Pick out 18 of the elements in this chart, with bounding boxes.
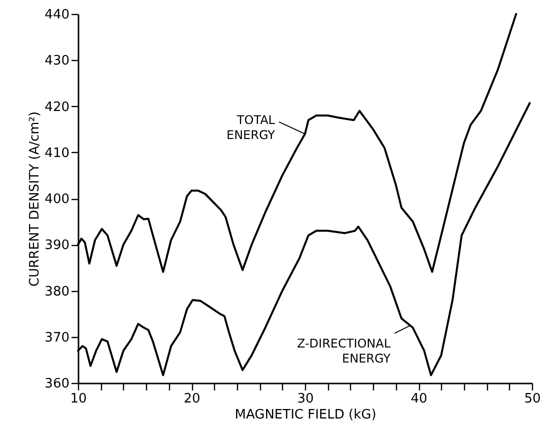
- x-tick-label: 20: [184, 392, 200, 406]
- x-tick-label: 40: [410, 392, 428, 406]
- y-tick-label: 410: [44, 146, 70, 161]
- y-tick-label: 370: [44, 330, 70, 346]
- y-tick-label: 430: [44, 54, 70, 69]
- y-tick-label: 380: [44, 284, 70, 300]
- y-tick-label: 400: [44, 192, 70, 207]
- y-tick-label: 440: [44, 8, 70, 22]
- y-tick-label: 360: [44, 376, 70, 392]
- y-axis-title: CURRENT DENSITY (A/cm²): [28, 111, 43, 287]
- x-axis-title: MAGNETIC FIELD (kG): [234, 408, 376, 422]
- y-tick-label: 390: [44, 238, 70, 254]
- x-tick-label: 30: [297, 392, 314, 406]
- annotation: TOTAL ENERGY: [226, 112, 276, 142]
- y-tick-label: 420: [44, 100, 70, 115]
- annotation: Z-DIRECTIONAL ENERGY: [296, 336, 392, 366]
- x-tick-label: 10: [70, 392, 87, 406]
- x-tick-label: 50: [524, 392, 541, 406]
